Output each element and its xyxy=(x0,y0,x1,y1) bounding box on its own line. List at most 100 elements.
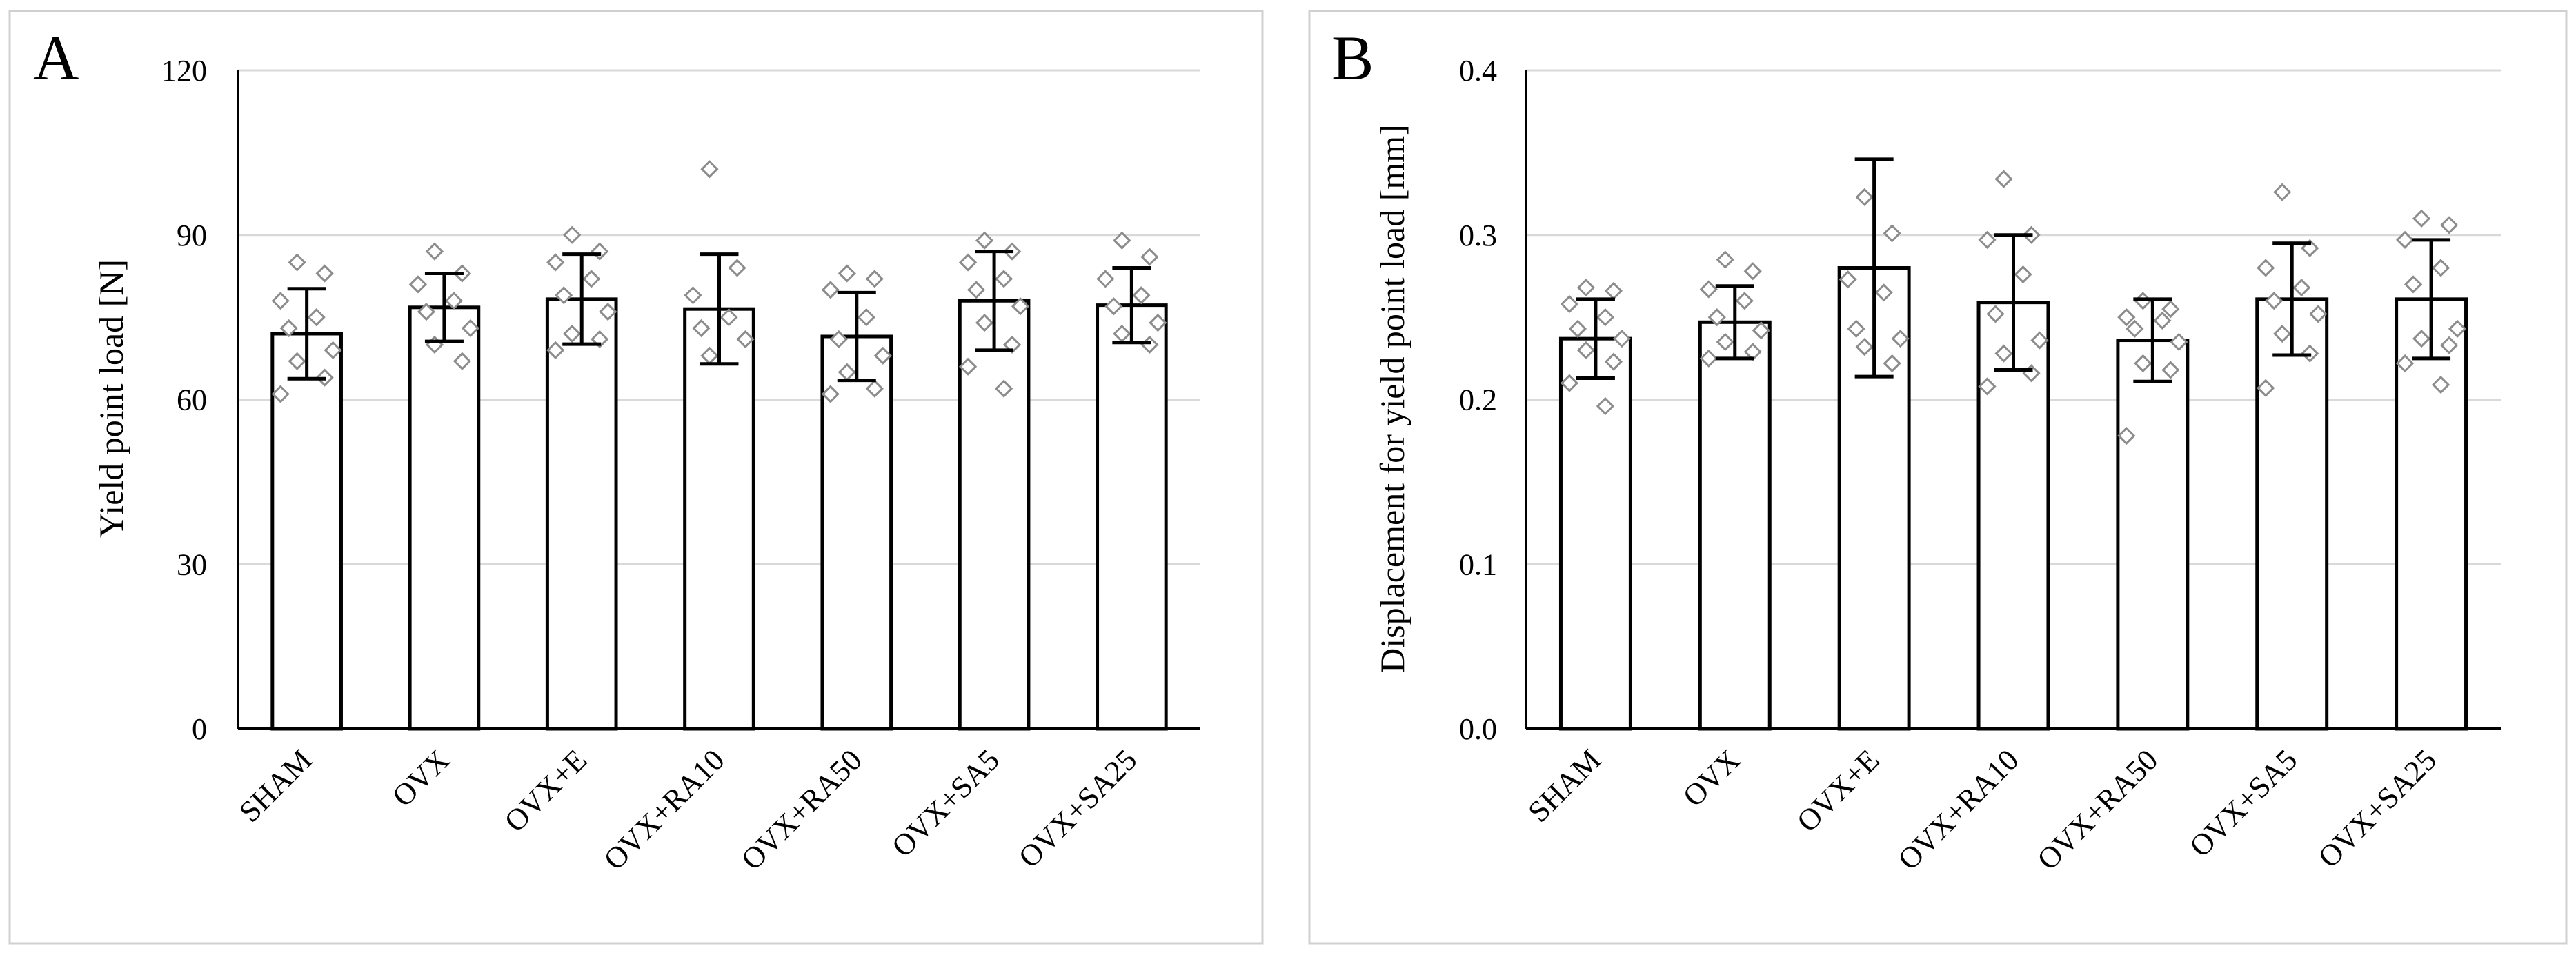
panel-b-data-point xyxy=(2117,426,2136,445)
panel-a-data-point xyxy=(417,303,436,321)
panel-b-data-point xyxy=(2439,216,2459,234)
panel-b-data-point xyxy=(2265,292,2283,310)
panel-a-data-point xyxy=(958,357,978,376)
panel-b-data-point xyxy=(2257,379,2275,397)
panel-a-data-point xyxy=(563,324,582,343)
panel-b-frame xyxy=(1308,10,2568,945)
panel-b-data-point xyxy=(1874,283,1893,302)
panel-b-data-point xyxy=(2126,319,2144,338)
panel-a-data-point xyxy=(865,379,884,398)
panel-a-data-point xyxy=(555,286,573,305)
panel-a-data-point xyxy=(271,292,290,310)
panel-b-data-point xyxy=(1855,188,1874,206)
panel-b-data-point xyxy=(1560,294,1579,314)
panel-a-data-point xyxy=(821,281,840,299)
panel-a-data-point xyxy=(1113,231,1131,250)
panel-b-data-point xyxy=(1699,349,1718,368)
panel-b-data-point xyxy=(2134,354,2152,373)
panel-b-data-point xyxy=(2431,375,2450,394)
panel-b-data-point xyxy=(1978,377,1997,396)
panel-a-data-point xyxy=(838,264,856,283)
panel-b-data-point xyxy=(2395,230,2415,250)
panel-b-data-point xyxy=(2153,311,2172,330)
panel-a-y-tick-label: 30 xyxy=(177,547,207,581)
panel-a-data-point xyxy=(958,253,978,272)
panel-a-data-point xyxy=(720,308,738,327)
panel-b-data-point xyxy=(2309,305,2328,323)
panel-a-data-point xyxy=(563,225,582,244)
panel-b-data-point xyxy=(1699,280,1718,299)
panel-b-data-point xyxy=(1707,308,1726,327)
panel-b-y-axis-title: Displacement for yield point load [mm] xyxy=(1373,124,1411,673)
panel-b-data-point xyxy=(2257,259,2275,277)
panel-a-bar xyxy=(683,307,755,731)
panel-b-data-point xyxy=(2273,324,2292,343)
panel-b-bar xyxy=(1558,336,1632,731)
panel-b-data-point xyxy=(2439,336,2459,354)
panel-b-data-point xyxy=(2412,330,2431,348)
panel-b-data-point xyxy=(1978,230,1997,250)
panel-b-data-point xyxy=(2404,275,2423,294)
panel-a-data-point xyxy=(1104,297,1123,316)
panel-a-data-point xyxy=(546,253,565,272)
panel-a-data-point xyxy=(1096,270,1115,288)
panel-a-data-point xyxy=(453,352,472,370)
panel-a-data-point xyxy=(599,303,617,321)
panel-a-bar xyxy=(545,297,618,731)
panel-a-data-point xyxy=(288,352,306,370)
panel-a-y-tick-label: 120 xyxy=(161,54,207,88)
panel-b-data-point xyxy=(2161,300,2180,319)
panel-a-data-point xyxy=(546,341,565,359)
panel-a-data-point xyxy=(684,286,702,305)
panel-b-data-point xyxy=(1994,344,2013,363)
panel-b-data-point xyxy=(1716,250,1734,269)
panel-b-data-point xyxy=(1986,305,2005,323)
panel-b-data-point xyxy=(1839,270,1857,289)
panel-a-data-point xyxy=(1149,313,1167,332)
panel-b-data-point xyxy=(1596,308,1615,327)
panel-b-y-tick-label: 0.3 xyxy=(1459,219,1497,252)
panel-b-data-point xyxy=(1735,292,1754,310)
panel-a-data-point xyxy=(975,231,994,250)
panel-b-data-point xyxy=(1612,330,1632,348)
panel-a-data-point xyxy=(279,319,298,338)
panel-a-data-point xyxy=(692,319,711,338)
panel-b-bar xyxy=(2116,339,2190,731)
panel-b-data-point xyxy=(1743,262,1762,281)
panel-b-data-point xyxy=(1596,396,1615,416)
panel-b-data-point xyxy=(1883,354,1901,373)
panel-b-data-point xyxy=(2412,209,2431,228)
panel-b-data-point xyxy=(1576,341,1596,359)
panel-a-bar xyxy=(1096,303,1168,731)
panel-a-data-point xyxy=(425,242,444,261)
panel-a-data-point xyxy=(315,264,334,283)
panel-a-data-point xyxy=(821,385,840,403)
panel-a-data-point xyxy=(1140,248,1159,266)
panel-b-bar xyxy=(2395,297,2468,731)
panel-b-y-tick-label: 0.1 xyxy=(1459,547,1497,581)
panel-b-bar xyxy=(2255,297,2329,731)
panel-a-data-point xyxy=(873,346,892,365)
panel-a-data-point xyxy=(461,319,480,338)
panel-b-data-point xyxy=(2273,183,2292,201)
panel-b-data-point xyxy=(2431,259,2450,277)
panel-b-bar xyxy=(1698,320,1772,731)
panel-b-data-point xyxy=(1891,330,1910,348)
panel-a-data-point xyxy=(975,313,994,332)
panel-b-data-point xyxy=(2292,279,2311,297)
panel-b-data-point xyxy=(1568,319,1587,338)
panel-a-data-point xyxy=(288,253,306,272)
panel-a-data-point xyxy=(736,330,755,349)
panel-a-y-axis-title: Yield point load [N] xyxy=(92,259,130,538)
panel-b-data-point xyxy=(1994,170,2013,188)
panel-b-data-point xyxy=(2117,308,2136,327)
panel-b-data-point xyxy=(2014,265,2032,284)
panel-a-data-point xyxy=(444,292,464,310)
panel-b-data-point xyxy=(1560,374,1579,392)
panel-a-data-point xyxy=(408,275,428,294)
panel-a-data-point xyxy=(1132,286,1151,305)
panel-b-data-point xyxy=(2448,319,2467,338)
panel-b-data-point xyxy=(1604,352,1623,371)
panel-a-data-point xyxy=(967,281,986,299)
